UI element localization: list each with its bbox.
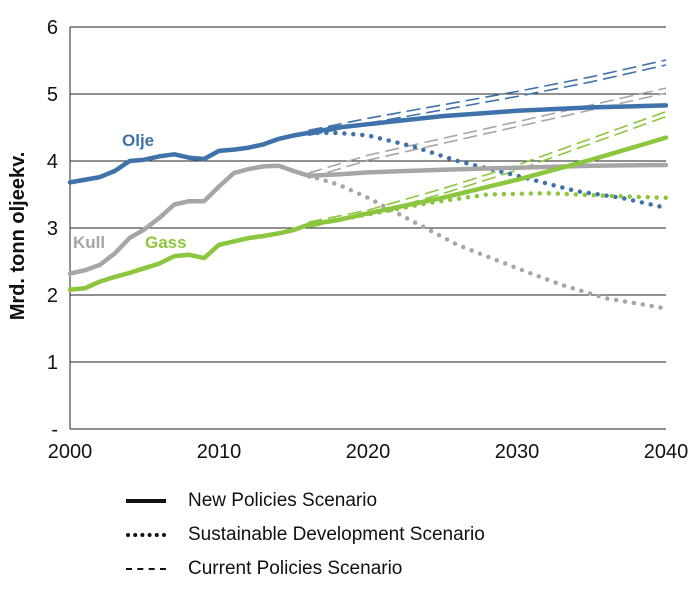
- legend-item-new-policies: New Policies Scenario: [126, 484, 485, 518]
- legend-label: Sustainable Development Scenario: [188, 524, 485, 545]
- legend-swatch-dotted: [126, 533, 166, 537]
- y-tick-label: 1: [47, 352, 58, 374]
- series-line-kull-current-policies: [308, 87, 667, 174]
- legend-swatch-dashed: [126, 568, 166, 570]
- x-tick-label: 2030: [495, 441, 540, 463]
- x-tick-label: 2000: [48, 441, 93, 463]
- legend-item-sustainable-development: Sustainable Development Scenario: [126, 518, 485, 552]
- y-tick-label: 4: [47, 151, 58, 173]
- series-line-olje-new-policies: [67, 103, 669, 185]
- x-tick-label: 2040: [644, 441, 689, 463]
- y-tick-label: 6: [47, 17, 58, 39]
- series-line-gass-new-policies: [67, 135, 669, 292]
- y-tick-label: -: [51, 419, 58, 441]
- legend-swatch-solid: [126, 499, 166, 503]
- y-tick-label: 5: [47, 84, 58, 106]
- series-label-gass: Gass: [145, 233, 187, 252]
- legend-item-current-policies: Current Policies Scenario: [126, 552, 485, 586]
- x-tick-label: 2020: [346, 441, 391, 463]
- series-lines: [67, 59, 669, 311]
- series-label-olje: Olje: [122, 131, 154, 150]
- grid-lines: [69, 26, 666, 430]
- y-axis-label: Mrd. tonn oljeekv.: [7, 152, 29, 321]
- axis-ticks: - 1 2 3 4 5 6 2000 2010 2020 2030 2040: [47, 17, 688, 463]
- legend-label: New Policies Scenario: [188, 490, 378, 511]
- series-label-kull: Kull: [73, 233, 105, 252]
- series-line-kull-sustainable-development: [306, 173, 669, 311]
- y-tick-label: 2: [47, 285, 58, 307]
- series-line-olje-current-policies: [308, 59, 667, 132]
- series-line-gass-current-policies: [308, 110, 667, 223]
- series-line-kull-new-policies: [67, 162, 669, 276]
- x-tick-label: 2010: [197, 441, 242, 463]
- legend-label: Current Policies Scenario: [188, 558, 403, 579]
- series-line-gass-sustainable-development: [306, 190, 669, 227]
- y-tick-label: 3: [47, 218, 58, 240]
- series-line-olje-sustainable-development: [306, 130, 669, 211]
- legend: New Policies Scenario Sustainable Develo…: [126, 484, 485, 586]
